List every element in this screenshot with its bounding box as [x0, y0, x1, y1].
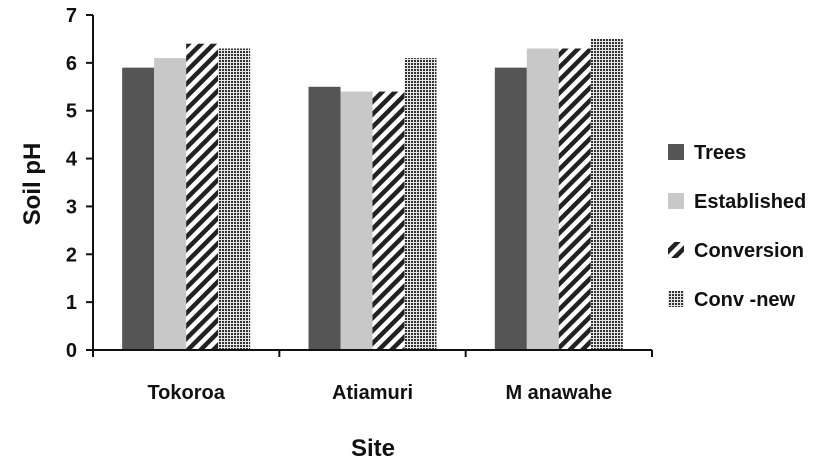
- x-tick-label: Tokoroa: [147, 382, 225, 404]
- y-axis-title: Soil pH: [19, 143, 46, 226]
- bar-trees-2: [494, 67, 527, 351]
- bar-trees-1: [308, 86, 341, 351]
- legend-swatch-established: [668, 193, 684, 209]
- bar-conversion-2: [558, 48, 591, 350]
- y-tick-label: 1: [66, 292, 77, 314]
- bar-trees-0: [122, 67, 155, 351]
- legend: Trees Established Conversion Conv -new: [668, 142, 806, 311]
- bar-conversion-1: [372, 91, 405, 351]
- legend-swatch-conversion: [668, 242, 684, 258]
- plot-area: Tokoroa Atiamuri M anawahe 0 1 2 3 4 5 6 7: [66, 5, 653, 404]
- legend-label: Conv -new: [694, 289, 796, 311]
- bar-conv-new-2: [590, 38, 623, 351]
- y-tick-label: 0: [66, 340, 77, 362]
- y-tick-label: 5: [66, 101, 77, 123]
- bar-conversion-0: [186, 43, 219, 350]
- bar-conv-new-1: [404, 58, 437, 350]
- bar-established-2: [526, 48, 559, 350]
- legend-swatch-conv-new: [668, 291, 684, 307]
- bar-conv-new-0: [218, 48, 251, 350]
- legend-label: Trees: [694, 142, 746, 164]
- x-axis-title: Site: [351, 435, 395, 462]
- y-tick-label: 4: [66, 149, 78, 171]
- y-tick-label: 3: [66, 196, 77, 218]
- y-tick-label: 2: [66, 244, 77, 266]
- y-tick-label: 7: [66, 5, 77, 27]
- legend-swatch-trees: [668, 144, 684, 160]
- bar-established-1: [340, 91, 373, 351]
- legend-label: Established: [694, 191, 806, 213]
- legend-label: Conversion: [694, 240, 804, 262]
- x-tick-label: Atiamuri: [332, 382, 413, 404]
- bar-established-0: [154, 58, 187, 350]
- x-tick-label: M anawahe: [505, 382, 612, 404]
- y-tick-label: 6: [66, 53, 77, 75]
